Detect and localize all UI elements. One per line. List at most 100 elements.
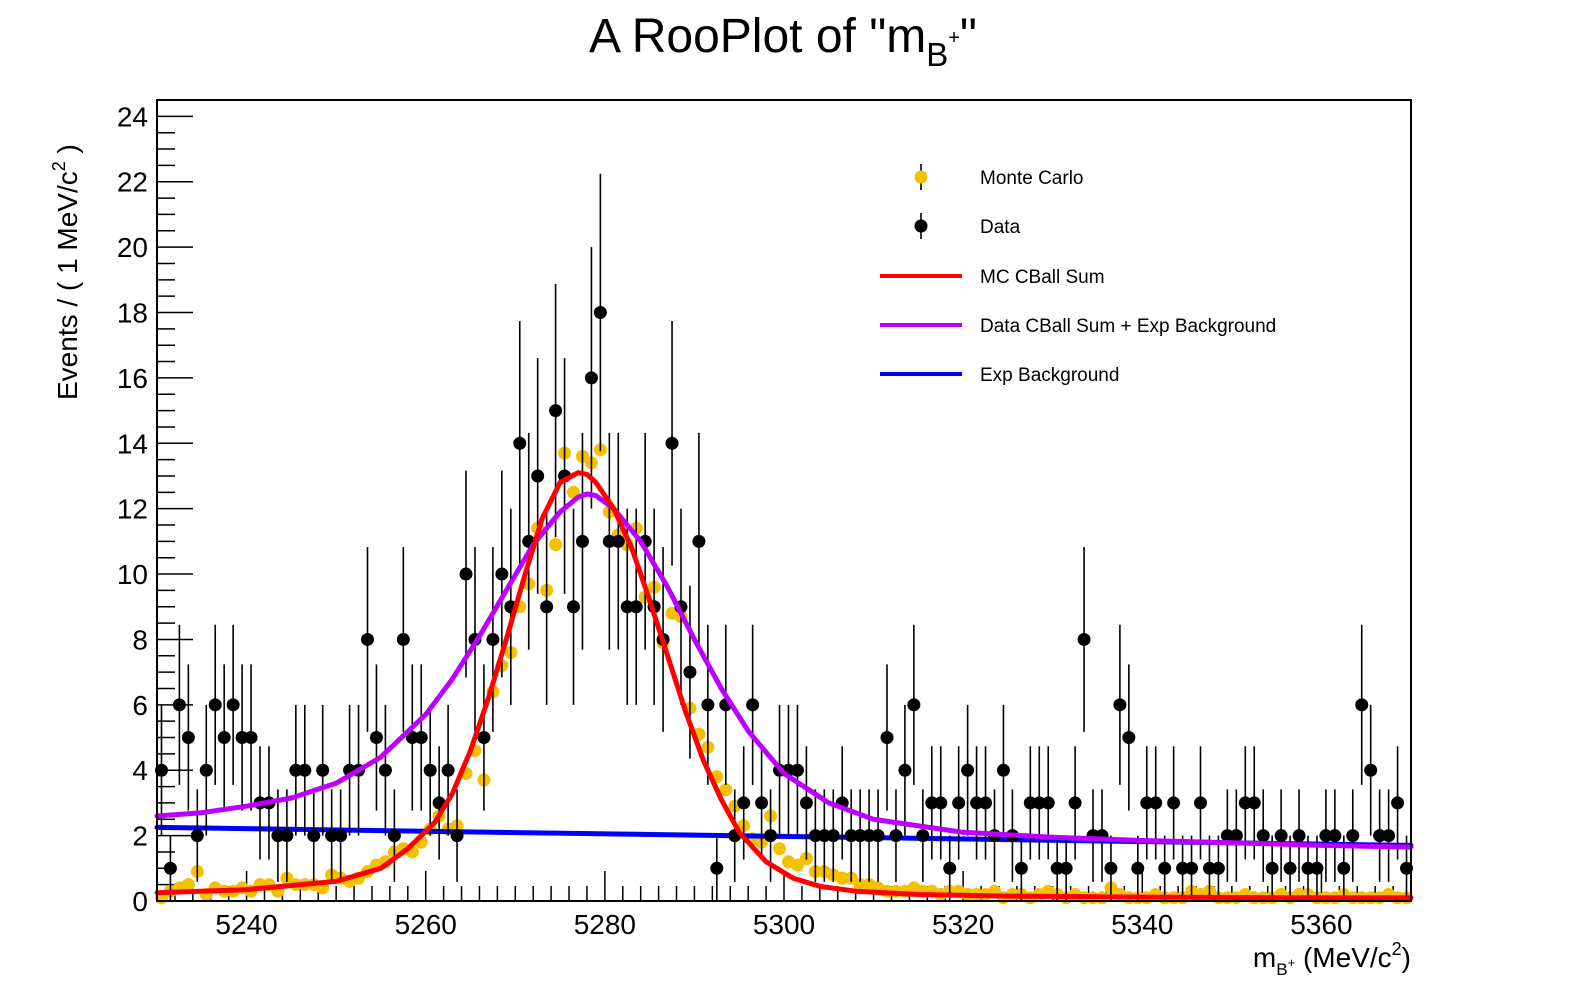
data-point (1131, 861, 1145, 875)
data-point (235, 731, 249, 745)
legend-label: Exp Background (980, 365, 1119, 386)
data-point (602, 534, 616, 548)
data-point (620, 600, 634, 614)
data-point (1122, 731, 1136, 745)
data-point (244, 731, 258, 745)
mc-point (181, 878, 195, 892)
legend-label: Monte Carlo (980, 168, 1084, 189)
y-axis-label: Events / ( 1 MeV/c2 ) (49, 144, 83, 400)
data-point (575, 534, 589, 548)
data-point (486, 632, 500, 646)
data-point (1194, 796, 1208, 810)
data-point (217, 731, 231, 745)
data-point (1041, 796, 1055, 810)
x-axis-label: mB+ (MeV/c2) (1253, 939, 1411, 979)
y-tick-label: 16 (117, 363, 148, 394)
x-tick-label: 5280 (574, 909, 636, 940)
axis-tick-labels: 5240 5260 5280 5300 5320 5340 5360024681012141… (117, 101, 1353, 940)
data-point (584, 371, 598, 385)
data-point (441, 763, 455, 777)
data-point (369, 731, 383, 745)
data-point (1328, 829, 1342, 843)
x-tick-label: 5240 (215, 909, 277, 940)
data-point (1077, 632, 1091, 646)
data-point (360, 632, 374, 646)
data-point (1176, 861, 1190, 875)
legend-label: MC CBall Sum (980, 267, 1105, 288)
data-point (1014, 861, 1028, 875)
legend-marker (914, 170, 928, 184)
data-points (154, 173, 1414, 901)
data-point (1158, 861, 1172, 875)
mc-point (790, 858, 804, 872)
data-point (154, 763, 168, 777)
data-point (907, 698, 921, 712)
y-tick-label: 24 (117, 101, 148, 132)
data-point (1382, 829, 1396, 843)
data-point (163, 861, 177, 875)
mc-fit-line (154, 470, 1414, 901)
data-point (1247, 796, 1261, 810)
mc-point (549, 538, 563, 552)
chart-title: A RooPlot of "mB+" (589, 10, 977, 73)
data-point (1283, 861, 1297, 875)
data-point (808, 829, 822, 843)
data-point (961, 763, 975, 777)
y-tick-label: 20 (117, 232, 148, 263)
data-point (172, 698, 186, 712)
data-point (1364, 763, 1378, 777)
data-point (817, 829, 831, 843)
data-point (1274, 829, 1288, 843)
y-tick-label: 12 (117, 494, 148, 525)
y-tick-label: 0 (132, 886, 148, 917)
data-point (1059, 861, 1073, 875)
data-point (790, 763, 804, 777)
data-point (629, 600, 643, 614)
mc-point (853, 878, 867, 892)
legend: Monte Carlo Data MC CBall Sum Data CBall Su… (880, 164, 1276, 386)
x-tick-label: 5300 (753, 909, 815, 940)
data-point (826, 829, 840, 843)
data-point (414, 731, 428, 745)
data-fit-line (154, 491, 1414, 850)
mc-fit-curve (154, 470, 1414, 901)
data-point (1337, 861, 1351, 875)
x-tick-label: 5260 (395, 909, 457, 940)
data-point (1202, 861, 1216, 875)
data-point (1265, 861, 1279, 875)
data-point (764, 829, 778, 843)
data-point (298, 763, 312, 777)
data-point (1373, 829, 1387, 843)
data-point (531, 469, 545, 483)
data-point (970, 796, 984, 810)
mc-point (719, 783, 733, 797)
y-tick-label: 4 (132, 755, 148, 786)
data-point (289, 763, 303, 777)
data-point (934, 796, 948, 810)
x-tick-label: 5320 (932, 909, 994, 940)
data-point (862, 829, 876, 843)
data-point (567, 600, 581, 614)
data-point (325, 829, 339, 843)
data-point (916, 829, 930, 843)
data-point (1346, 829, 1360, 843)
legend-marker (914, 219, 928, 233)
y-tick-label: 14 (117, 428, 148, 459)
data-point (1113, 698, 1127, 712)
plot-frame (156, 99, 1412, 902)
data-point (889, 829, 903, 843)
data-point (1319, 829, 1333, 843)
legend-label: Data CBall Sum + Exp Background (980, 316, 1276, 337)
data-point (387, 829, 401, 843)
data-point (396, 632, 410, 646)
data-point (1310, 861, 1324, 875)
data-point (952, 796, 966, 810)
y-tick-label: 22 (117, 167, 148, 198)
data-point (1068, 796, 1082, 810)
data-point (880, 731, 894, 745)
data-point (611, 534, 625, 548)
data-point (190, 829, 204, 843)
y-tick-label: 2 (132, 821, 148, 852)
legend-label: Data (980, 217, 1021, 238)
data-fit-curve (154, 491, 1414, 850)
